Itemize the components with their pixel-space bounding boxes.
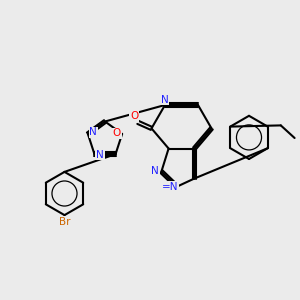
Text: O: O bbox=[130, 111, 139, 121]
Text: N: N bbox=[96, 150, 104, 160]
Text: N: N bbox=[160, 94, 168, 105]
Text: N: N bbox=[89, 128, 97, 137]
Text: Br: Br bbox=[59, 217, 70, 227]
Text: O: O bbox=[112, 128, 121, 138]
Text: N: N bbox=[151, 166, 159, 176]
Text: =N: =N bbox=[162, 182, 179, 192]
